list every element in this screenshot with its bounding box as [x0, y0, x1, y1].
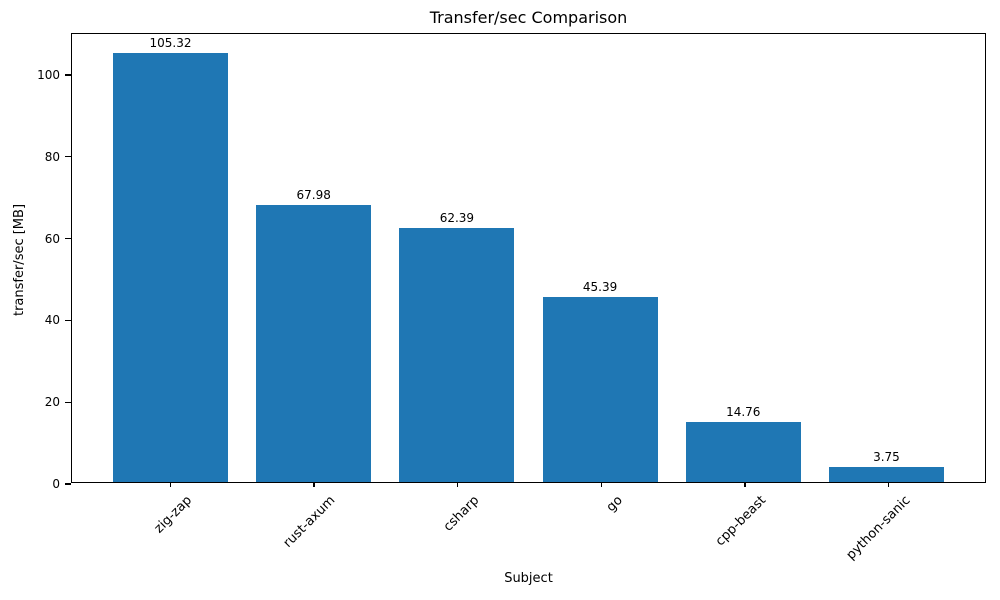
x-tick-mark	[744, 482, 746, 487]
x-axis-label: Subject	[504, 571, 553, 586]
bar-value-label: 67.98	[296, 188, 331, 203]
y-tick-label: 80	[44, 149, 60, 164]
bar-zig-zap	[113, 53, 228, 482]
x-tick-mark	[313, 482, 315, 487]
x-tick-mark	[457, 482, 459, 487]
y-tick-mark	[65, 483, 71, 485]
x-tick-label-rust-axum: rust-axum	[280, 493, 339, 551]
x-tick-label-zig-zap: zig-zap	[151, 493, 196, 537]
bar-value-label: 105.32	[149, 36, 192, 51]
bar-go	[542, 297, 658, 482]
bar-group-rust-axum: 67.98	[256, 34, 372, 482]
y-axis-label: transfer/sec [MB]	[12, 203, 27, 317]
bar-group-zig-zap: 105.32	[113, 34, 228, 482]
bar-rust-axum	[256, 205, 372, 482]
bar-value-label: 14.76	[726, 404, 761, 419]
y-tick-mark	[65, 156, 71, 158]
bar-group-cpp-beast: 14.76	[685, 34, 801, 482]
x-tick-label-csharp: csharp	[440, 493, 483, 535]
bar-value-label: 3.75	[873, 449, 900, 464]
y-tick-label: 0	[52, 477, 60, 491]
y-tick-mark	[65, 319, 71, 321]
y-tick-label: 40	[44, 313, 60, 328]
y-tick-mark	[65, 401, 71, 403]
chart-title: Transfer/sec Comparison	[429, 8, 628, 27]
y-tick-label: 20	[44, 395, 60, 410]
bar-value-label: 45.39	[582, 280, 618, 295]
y-tick-mark	[65, 237, 71, 240]
bar-cpp-beast	[685, 421, 801, 482]
bar-group-csharp: 62.39	[399, 34, 515, 482]
bar-csharp	[399, 227, 515, 482]
y-tick-label: 100	[37, 67, 60, 82]
y-tick-label: 60	[44, 231, 60, 246]
bar-group-python-sanic: 3.75	[828, 34, 944, 482]
plot-area: 105.32 67.98 62.39 45.39 14.76 3.75 0 20 40 60 80…	[37, 33, 986, 563]
x-tick-label-go: go	[603, 493, 626, 516]
x-tick-mark	[600, 482, 602, 487]
x-tick-mark	[169, 482, 172, 487]
x-tick-mark	[887, 482, 890, 487]
x-tick-label-cpp-beast: cpp-beast	[713, 493, 770, 550]
y-tick-mark	[65, 74, 71, 76]
bar-python-sanic	[828, 466, 944, 482]
bars-layer: 105.32 67.98 62.39 45.39 14.76 3.75	[72, 34, 985, 482]
bar-group-go: 45.39	[542, 34, 658, 482]
bar-value-label: 62.39	[439, 210, 475, 225]
x-tick-label-python-sanic: python-sanic	[843, 493, 914, 563]
